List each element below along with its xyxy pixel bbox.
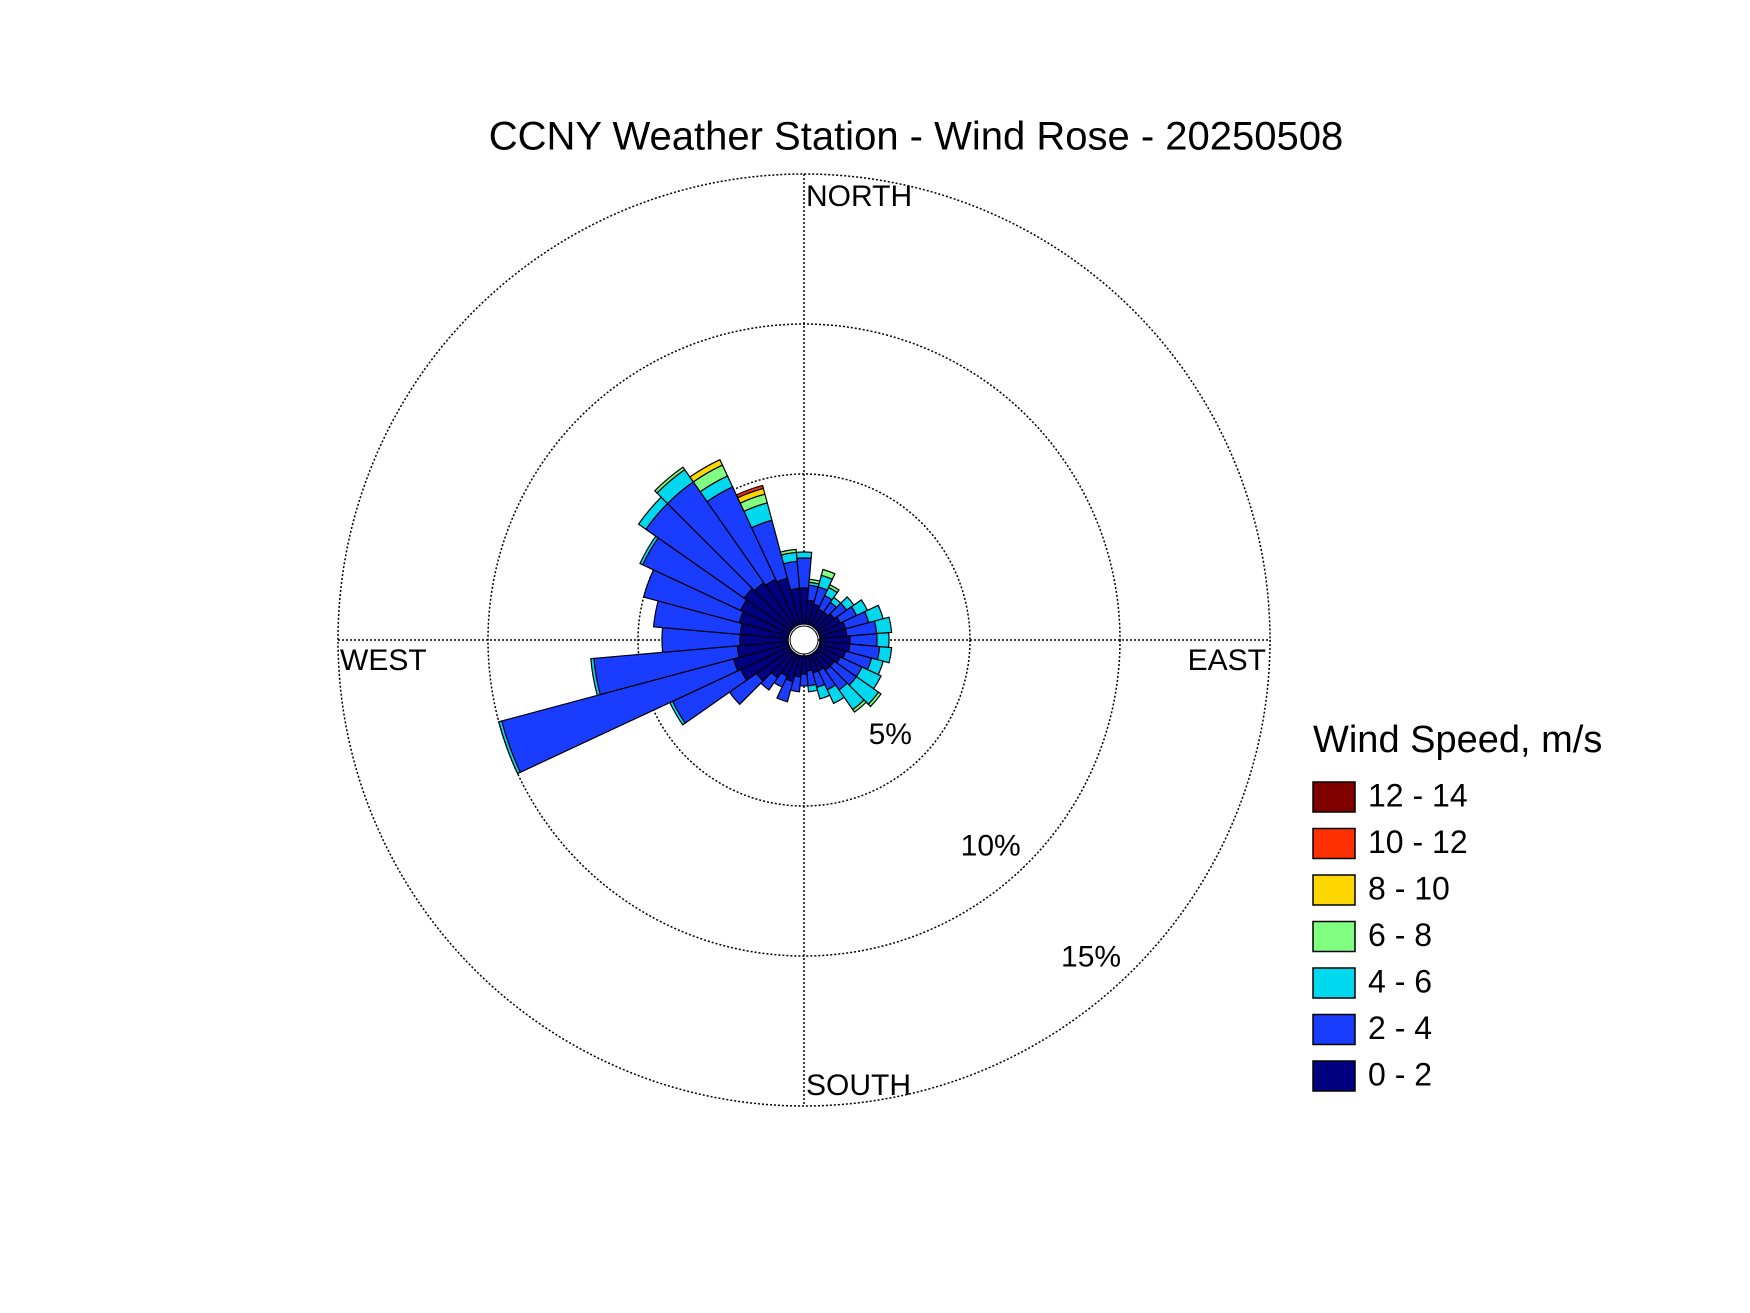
direction-label: EAST: [1188, 644, 1266, 677]
legend-label: 2 - 4: [1368, 1010, 1432, 1046]
wind-sector: [873, 616, 893, 635]
grid-ring: [487, 323, 1121, 957]
wind-sector: [820, 568, 836, 581]
wind-sector: [807, 683, 819, 693]
wind-sector: [735, 484, 765, 499]
legend-swatch: [1312, 827, 1356, 860]
direction-label: WEST: [340, 644, 427, 677]
chart-title: CCNY Weather Station - Wind Rose - 20250…: [489, 115, 1344, 159]
legend-swatch: [1312, 874, 1356, 906]
wind-sector: [779, 548, 797, 556]
legend-label: 12 - 14: [1368, 777, 1468, 813]
legend-swatch: [1312, 1013, 1356, 1046]
wind-sector: [795, 551, 813, 559]
wind-sector: [590, 657, 601, 697]
wind-sector: [827, 583, 840, 594]
wind-sector: [815, 683, 831, 700]
legend-label: 6 - 8: [1368, 917, 1432, 953]
r-tick-label: 10%: [961, 829, 1021, 862]
r-tick-label: 15%: [1061, 941, 1121, 974]
legend-swatch: [1312, 1060, 1356, 1092]
direction-label: NORTH: [806, 180, 912, 213]
direction-label: SOUTH: [806, 1069, 911, 1102]
wind-sector: [826, 684, 845, 705]
legend-label: 0 - 2: [1368, 1056, 1432, 1092]
wind-sector: [498, 720, 522, 775]
legend-title: Wind Speed, m/s: [1313, 719, 1602, 761]
center-hole: [789, 625, 819, 655]
grid-ring: [637, 473, 971, 807]
legend-swatch: [1312, 781, 1356, 813]
wind-sector: [689, 458, 724, 483]
r-tick-label: 5%: [869, 718, 912, 751]
legend-swatch: [1312, 920, 1356, 953]
legend-label: 8 - 10: [1368, 870, 1450, 906]
wind-sector: [876, 645, 893, 664]
grid-ring: [337, 173, 1271, 1107]
wind-sector: [876, 631, 890, 649]
legend-swatch: [1312, 967, 1356, 999]
legend-label: 10 - 12: [1368, 824, 1468, 860]
legend-label: 4 - 6: [1368, 963, 1432, 999]
wind-sector: [776, 678, 794, 703]
